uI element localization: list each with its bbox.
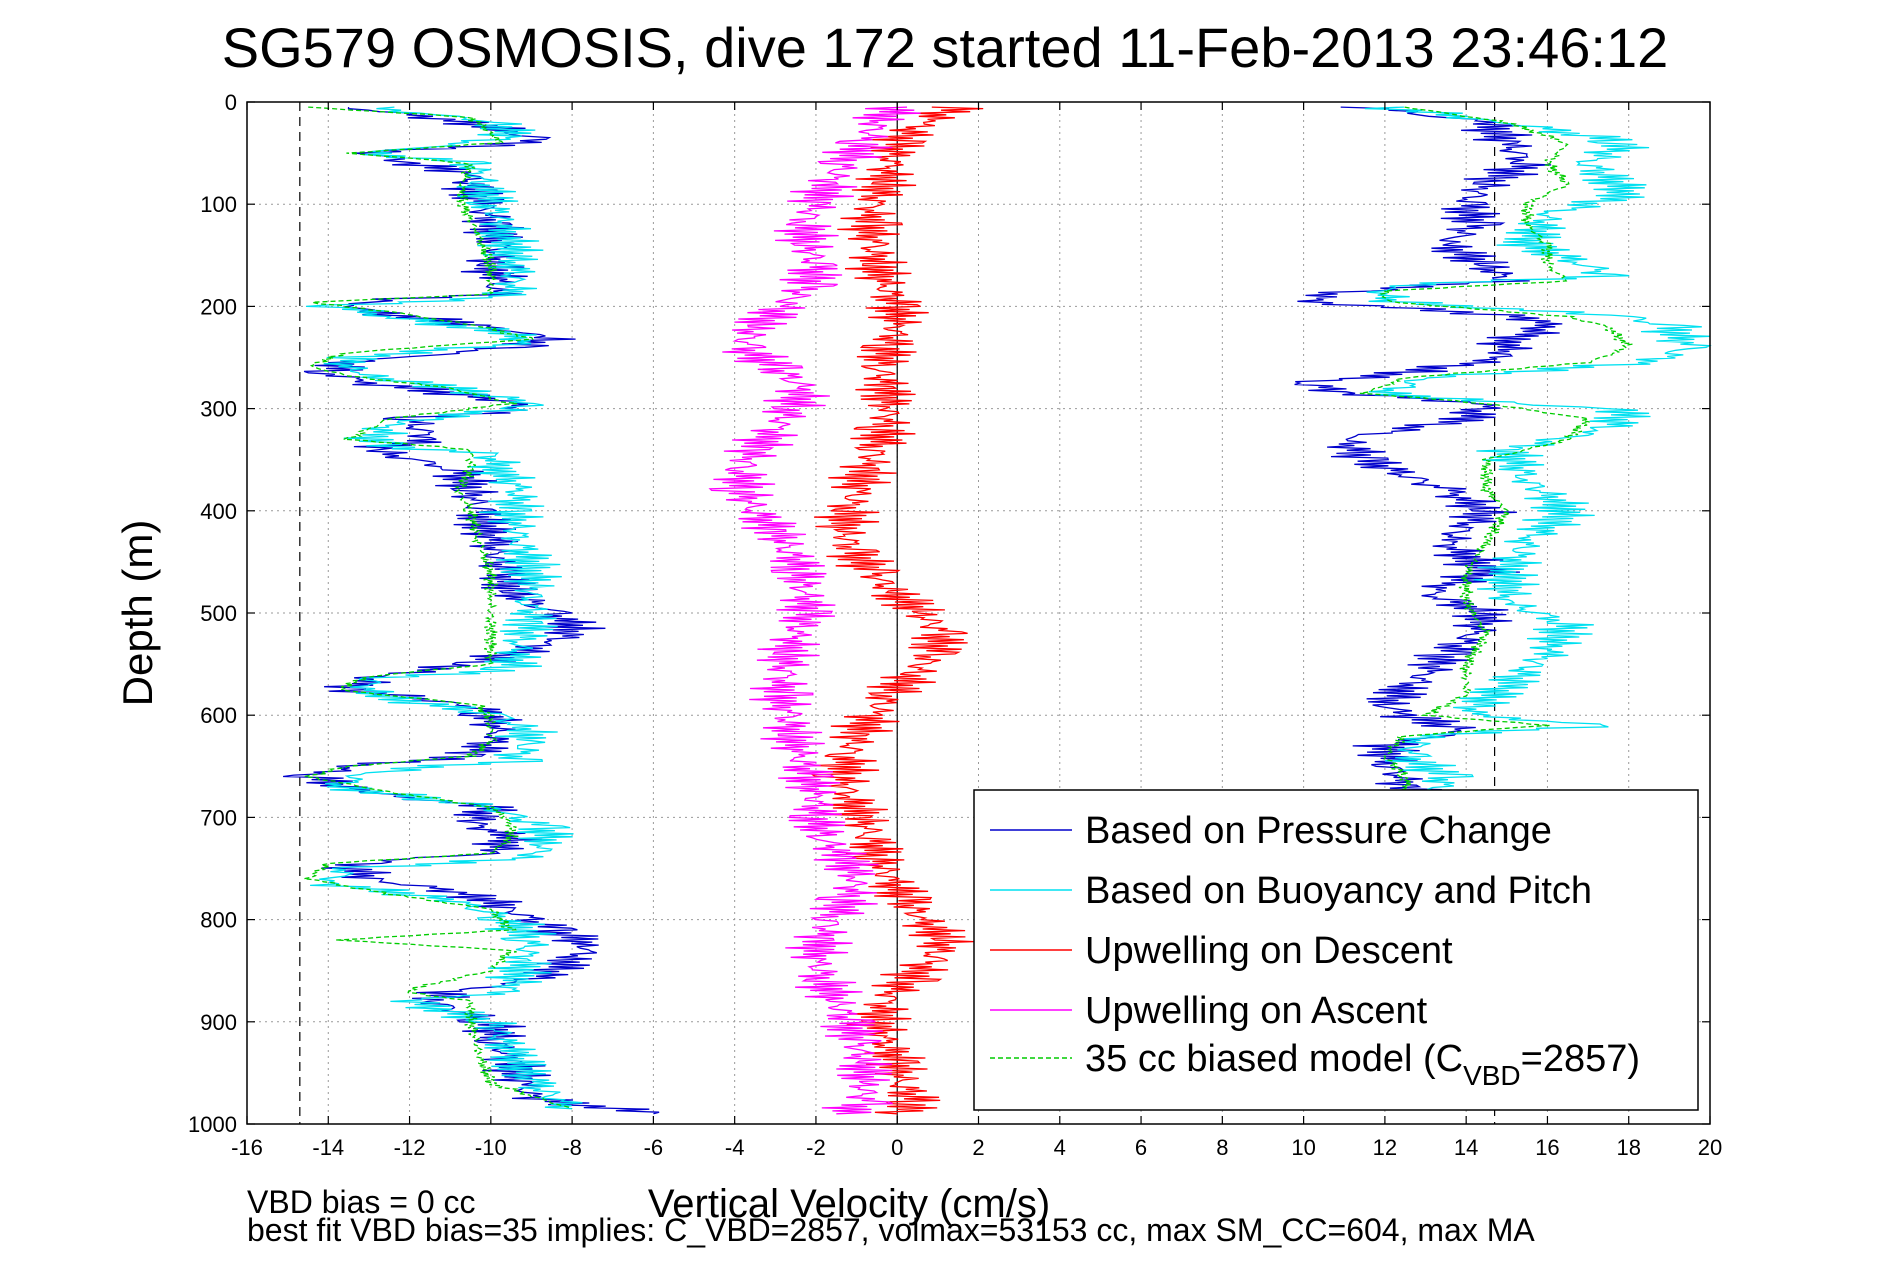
x-tick-label: 10 xyxy=(1291,1135,1315,1160)
series-line-0-segment-0 xyxy=(283,107,660,1115)
y-tick-label: 700 xyxy=(200,805,237,830)
y-tick-label: 600 xyxy=(200,703,237,728)
y-tick-label: 900 xyxy=(200,1010,237,1035)
series-line-3-segment-0 xyxy=(708,106,921,1115)
x-tick-label: 8 xyxy=(1216,1135,1228,1160)
legend-label-4: 35 cc biased model (CVBD=2857) xyxy=(1085,1038,1640,1091)
x-tick-label: 2 xyxy=(972,1135,984,1160)
y-tick-label: 500 xyxy=(200,601,237,626)
series-line-1-segment-1 xyxy=(1364,106,1712,798)
legend-label-3: Upwelling on Ascent xyxy=(1085,990,1428,1032)
x-axis-label: Vertical Velocity (cm/s) xyxy=(648,1182,1050,1226)
legend-label-1: Based on Buoyancy and Pitch xyxy=(1085,870,1592,912)
y-tick-label: 400 xyxy=(200,499,237,524)
x-axis-ticks: -16 -14 -12 -10 -8 -6 -4 -2 0 2 4 6 8 10 12 14 16 18 20 xyxy=(231,102,1722,1160)
y-axis-label: Depth (m) xyxy=(114,520,161,707)
x-tick-label: -10 xyxy=(475,1135,507,1160)
y-tick-label: 100 xyxy=(200,192,237,217)
x-tick-label: -12 xyxy=(394,1135,426,1160)
x-tick-label: -8 xyxy=(562,1135,582,1160)
x-tick-label: -6 xyxy=(644,1135,664,1160)
series-line-4-segment-0 xyxy=(303,106,573,1110)
best-fit-note: best fit VBD bias=35 implies: C_VBD=2857… xyxy=(247,1212,1535,1248)
y-tick-label: 800 xyxy=(200,908,237,933)
x-tick-label: 4 xyxy=(1054,1135,1066,1160)
y-tick-label: 0 xyxy=(225,90,237,115)
series-line-2-segment-0 xyxy=(810,106,984,1115)
x-tick-label: 6 xyxy=(1135,1135,1147,1160)
series-line-1-segment-0 xyxy=(305,106,583,1110)
y-tick-label: 200 xyxy=(200,294,237,319)
x-tick-label: -2 xyxy=(806,1135,826,1160)
x-tick-label: -16 xyxy=(231,1135,263,1160)
x-tick-label: 18 xyxy=(1616,1135,1640,1160)
x-tick-label: -4 xyxy=(725,1135,745,1160)
x-tick-label: 12 xyxy=(1373,1135,1397,1160)
y-tick-label: 1000 xyxy=(188,1112,237,1137)
x-tick-label: 20 xyxy=(1698,1135,1722,1160)
x-tick-label: 16 xyxy=(1535,1135,1559,1160)
y-axis-ticks: 0 100 200 300 400 500 600 700 800 900 1000 xyxy=(188,90,1710,1137)
chart-title: SG579 OSMOSIS, dive 172 started 11-Feb-2… xyxy=(222,16,1668,79)
legend-label-0: Based on Pressure Change xyxy=(1085,810,1552,852)
legend-label-2: Upwelling on Descent xyxy=(1085,930,1453,972)
x-tick-label: 0 xyxy=(891,1135,903,1160)
legend: Based on Pressure Change Based on Buoyanc… xyxy=(973,789,1699,1111)
x-tick-label: -14 xyxy=(312,1135,344,1160)
series-line-0-segment-1 xyxy=(1294,106,1563,798)
data-series xyxy=(283,106,1712,1115)
y-tick-label: 300 xyxy=(200,397,237,422)
legend-box xyxy=(973,789,1699,1111)
series-line-4-segment-1 xyxy=(1359,106,1633,798)
x-tick-label: 14 xyxy=(1454,1135,1478,1160)
vbd-bias-note: VBD bias = 0 cc xyxy=(247,1184,476,1220)
